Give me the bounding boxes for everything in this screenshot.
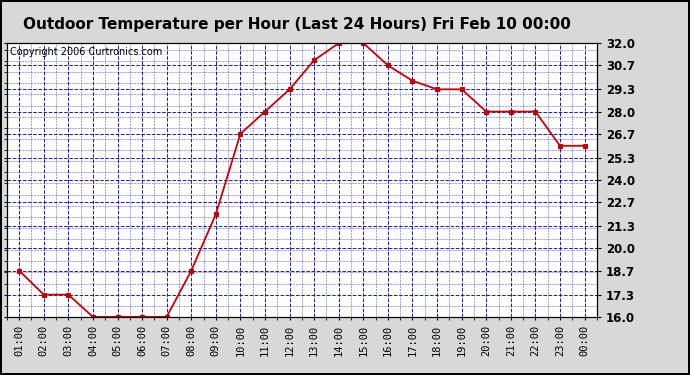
Text: Copyright 2006 Curtronics.com: Copyright 2006 Curtronics.com [10,47,162,57]
Text: Outdoor Temperature per Hour (Last 24 Hours) Fri Feb 10 00:00: Outdoor Temperature per Hour (Last 24 Ho… [23,17,571,32]
